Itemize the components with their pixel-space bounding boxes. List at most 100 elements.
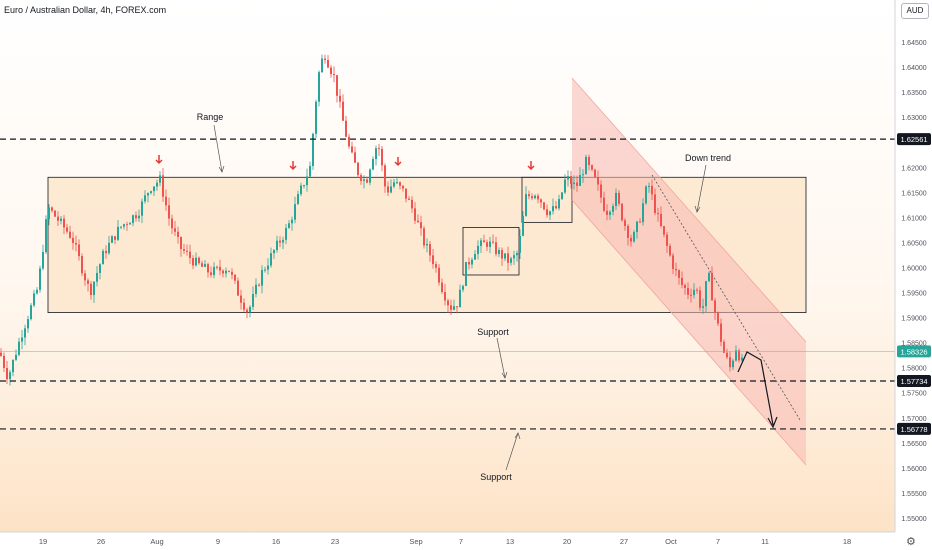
- x-tick-label: 7: [716, 537, 720, 546]
- candle-down: [726, 352, 728, 358]
- downtrend-channel: [572, 78, 806, 465]
- candle-up: [123, 224, 125, 227]
- annotation-pointer-head: [694, 205, 701, 213]
- y-tick-label: 1.55000: [901, 516, 926, 523]
- candle-down: [87, 280, 89, 284]
- candle-down: [444, 292, 446, 301]
- candle-down: [687, 288, 689, 295]
- annotation-pointer: [213, 124, 223, 173]
- candle-down: [168, 205, 170, 219]
- candle-down: [192, 258, 194, 266]
- projection-path: [737, 351, 774, 426]
- candle-up: [33, 293, 35, 306]
- candle-down: [69, 231, 71, 238]
- y-tick-label: 1.57000: [901, 416, 926, 423]
- candle-down: [540, 199, 542, 203]
- candle-up: [270, 253, 272, 266]
- annotation-pointer: [496, 337, 506, 379]
- price-level-tag: [897, 375, 931, 388]
- y-tick-label: 1.60500: [901, 240, 926, 247]
- y-axis-panel: [896, 0, 932, 550]
- x-tick-label: 23: [331, 537, 339, 546]
- candle-down: [357, 162, 359, 176]
- candle-up: [39, 268, 41, 290]
- candle-down: [114, 236, 116, 240]
- candle-down: [126, 224, 128, 226]
- annotation-range: Range: [197, 112, 224, 122]
- candle-up: [549, 211, 551, 216]
- candle-up: [393, 182, 395, 187]
- candle-up: [471, 259, 473, 265]
- candle-up: [42, 252, 44, 269]
- candle-up: [369, 169, 371, 183]
- candle-up: [321, 58, 323, 73]
- candle-up: [465, 261, 467, 286]
- candle-down: [216, 266, 218, 268]
- candle-down: [507, 253, 509, 263]
- candle-up: [225, 270, 227, 274]
- down-arrow-marker: [155, 155, 163, 165]
- candle-down: [186, 250, 188, 252]
- candle-up: [519, 235, 521, 254]
- candle-down: [711, 272, 713, 301]
- candle-down: [657, 213, 659, 215]
- annotation-layer: Range Down trend Support Support: [155, 112, 778, 482]
- y-tick-label: 1.63000: [901, 115, 926, 122]
- candle-up: [99, 264, 101, 273]
- x-tick-label: 18: [843, 537, 851, 546]
- candle-up: [213, 266, 215, 276]
- candle-up: [516, 253, 518, 256]
- currency-button[interactable]: AUD: [901, 3, 929, 19]
- candle-down: [528, 194, 530, 197]
- candle-up: [48, 207, 50, 220]
- candle-down: [717, 312, 719, 324]
- candle-down: [684, 284, 686, 289]
- candle-up: [144, 195, 146, 202]
- gear-icon[interactable]: ⚙: [906, 535, 916, 548]
- candle-up: [195, 257, 197, 266]
- candle-down: [345, 120, 347, 137]
- candle-down: [54, 210, 56, 217]
- candle-down: [492, 241, 494, 243]
- candles-layer: [0, 54, 743, 386]
- candle-up: [612, 206, 614, 212]
- candle-up: [120, 226, 122, 228]
- candle-down: [57, 216, 59, 221]
- candle-up: [579, 175, 581, 186]
- candle-up: [375, 148, 377, 160]
- x-tick-label: 13: [506, 537, 514, 546]
- candle-down: [342, 101, 344, 121]
- candle-down: [441, 282, 443, 293]
- down-arrow-marker: [289, 161, 297, 171]
- candle-down: [246, 309, 248, 313]
- y-tick-label: 1.55500: [901, 491, 926, 498]
- candle-up: [636, 221, 638, 233]
- y-tick-label: 1.60000: [901, 265, 926, 272]
- candle-up: [741, 357, 743, 361]
- candle-down: [135, 215, 137, 219]
- projection-arrowhead: [767, 416, 778, 429]
- candle-down: [663, 226, 665, 235]
- candle-down: [531, 196, 533, 199]
- candle-up: [462, 285, 464, 290]
- candle-down: [411, 199, 413, 209]
- candle-up: [153, 186, 155, 192]
- candle-up: [396, 182, 398, 184]
- candle-down: [165, 196, 167, 206]
- candle-down: [177, 231, 179, 238]
- x-tick-label: 16: [272, 537, 280, 546]
- candle-up: [615, 192, 617, 207]
- candle-up: [642, 203, 644, 223]
- candle-down: [228, 270, 230, 272]
- candle-up: [276, 240, 278, 251]
- candle-down: [714, 300, 716, 313]
- candle-down: [603, 197, 605, 211]
- current-price-tag: [897, 345, 931, 358]
- candle-down: [576, 182, 578, 186]
- candle-down: [387, 186, 389, 193]
- candle-down: [588, 156, 590, 166]
- candle-down: [408, 198, 410, 200]
- candle-up: [9, 372, 11, 380]
- candle-up: [111, 236, 113, 243]
- candle-up: [510, 258, 512, 263]
